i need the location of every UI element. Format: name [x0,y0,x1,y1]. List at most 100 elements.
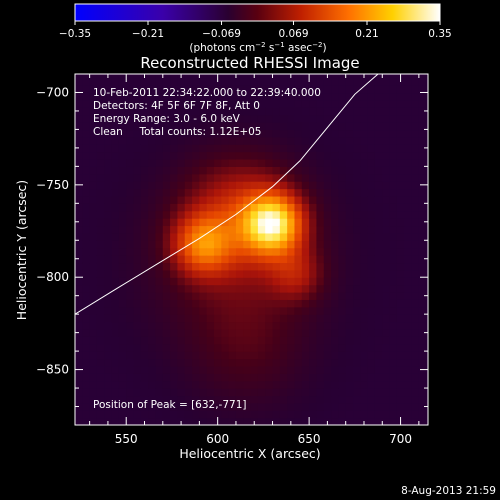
heatmap-cell [133,114,142,123]
heatmap-cell [404,225,413,234]
heatmap-cell [287,373,296,382]
heatmap-cell [316,336,325,345]
heatmap-cell [155,417,164,425]
heatmap-cell [89,365,98,374]
heatmap-cell [418,240,427,249]
heatmap-cell [374,151,383,160]
heatmap-cell [184,373,193,382]
heatmap-cell [360,181,369,190]
heatmap-cell [221,99,230,108]
heatmap-cell [294,240,303,249]
heatmap-cell [389,203,398,212]
heatmap-cell [345,417,354,425]
colorbar-tick-label: −0.35 [59,28,91,40]
heatmap-cell [316,402,325,411]
heatmap-cell [309,291,318,300]
heatmap-cell [396,247,405,256]
heatmap-cell [316,262,325,271]
heatmap-cell [272,240,281,249]
heatmap-cell [148,166,157,175]
heatmap-cell [162,92,171,101]
heatmap-cell [126,351,135,360]
heatmap-cell [221,85,230,94]
heatmap-cell [133,262,142,271]
heatmap-cell [418,114,427,123]
heatmap-cell [309,358,318,367]
heatmap-cell [287,210,296,219]
heatmap-cell [338,284,347,293]
heatmap-cell [228,343,237,352]
heatmap-cell [272,195,281,204]
heatmap-cell [75,417,83,425]
colorbar-unit-label: (photons cm−2 s−1 asec−2) [189,41,326,54]
heatmap-cell [206,388,215,397]
heatmap-cell [126,373,135,382]
heatmap-cell [192,74,200,79]
heatmap-cell [360,299,369,308]
heatmap-cell [309,122,318,131]
heatmap-cell [360,373,369,382]
heatmap-cell [192,225,200,234]
heatmap-cell [265,358,274,367]
heatmap-cell [374,99,383,108]
heatmap-cell [162,151,171,160]
heatmap-cell [272,351,281,360]
heatmap-cell [389,277,398,286]
heatmap-cell [396,277,405,286]
heatmap-cell [111,151,120,160]
heatmap-cell [243,262,252,271]
heatmap-cell [82,343,91,352]
heatmap-cell [396,336,405,345]
heatmap-cell [374,373,383,382]
heatmap-cell [272,306,281,315]
heatmap-cell [170,328,179,337]
heatmap-cell [323,188,332,197]
heatmap-cell [367,388,376,397]
heatmap-cell [272,188,281,197]
heatmap-cell [287,114,296,123]
heatmap-cell [243,410,252,419]
heatmap-cell [257,306,266,315]
heatmap-cell [214,166,222,175]
heatmap-cell [338,99,347,108]
heatmap-cell [301,136,310,145]
heatmap-cell [331,291,339,300]
heatmap-cell [396,291,405,300]
heatmap-cell [214,240,222,249]
heatmap-cell [331,77,339,86]
heatmap-cell [272,365,281,374]
heatmap-cell [96,328,105,337]
heatmap-cell [184,328,193,337]
heatmap-cell [404,321,413,330]
heatmap-cell [192,306,200,315]
heatmap-cell [206,122,215,131]
heatmap-cell [404,114,413,123]
heatmap-cell [345,306,354,315]
heatmap-cell [192,232,200,241]
heatmap-cell [214,306,222,315]
heatmap-cell [89,195,98,204]
heatmap-cell [126,255,135,264]
heatmap-cell [199,343,208,352]
heatmap-cell [353,417,361,425]
heatmap-cell [367,158,376,167]
heatmap-cell [323,351,332,360]
heatmap-cell [411,269,420,278]
heatmap-cell [75,74,83,79]
heatmap-cell [272,77,281,86]
heatmap-cell [382,417,391,425]
heatmap-cell [316,225,325,234]
heatmap-cell [206,336,215,345]
heatmap-cell [309,92,318,101]
heatmap-cell [118,269,127,278]
heatmap-cell [126,136,135,145]
heatmap-cell [301,314,310,323]
heatmap-cell [345,218,354,227]
heatmap-cell [214,291,222,300]
heatmap-cell [287,321,296,330]
heatmap-cell [309,240,318,249]
heatmap-cell [148,74,157,79]
heatmap-cell [118,380,127,389]
heatmap-cell [140,284,149,293]
heatmap-cell [126,74,135,79]
